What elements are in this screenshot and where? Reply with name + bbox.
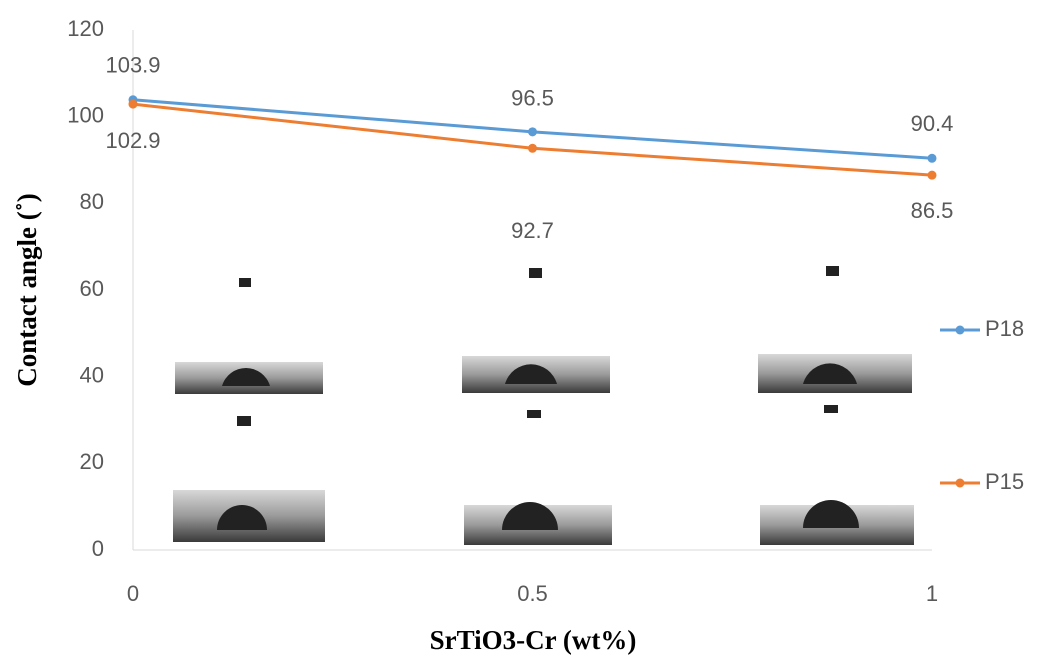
- point: [129, 100, 138, 109]
- y-axis-title: Contact angle (˚): [12, 193, 42, 386]
- data-label: 103.9: [105, 53, 160, 78]
- y-tick-label: 60: [80, 276, 104, 301]
- legend-marker: [956, 326, 965, 335]
- point: [528, 144, 537, 153]
- point: [928, 171, 937, 180]
- series-line: [133, 104, 932, 175]
- x-axis-title: SrTiO3-Cr (wt%): [430, 625, 637, 655]
- x-tick-label: 0: [127, 581, 139, 606]
- point: [528, 127, 537, 136]
- droplet-images: [173, 266, 914, 545]
- x-tick-label: 0.5: [517, 581, 548, 606]
- data-label: 86.5: [911, 198, 954, 223]
- y-tick-label: 100: [67, 102, 104, 127]
- y-tick-label: 40: [80, 362, 104, 387]
- y-tick-label: 20: [80, 449, 104, 474]
- data-label: 90.4: [911, 111, 954, 136]
- data-label: 92.7: [511, 218, 554, 243]
- point: [928, 154, 937, 163]
- y-tick-label: 80: [80, 189, 104, 214]
- legend-marker: [956, 479, 965, 488]
- data-label: 102.9: [105, 128, 160, 153]
- chart: SrTiO3-Cr (wt%) Contact angle (˚) 0 20 40 6…: [0, 0, 1040, 661]
- y-tick-label: 120: [67, 16, 104, 41]
- x-tick-label: 1: [926, 581, 938, 606]
- y-tick-label: 0: [92, 536, 104, 561]
- legend-label: P15: [985, 469, 1024, 494]
- data-label: 96.5: [511, 86, 554, 111]
- legend-label: P18: [985, 316, 1024, 341]
